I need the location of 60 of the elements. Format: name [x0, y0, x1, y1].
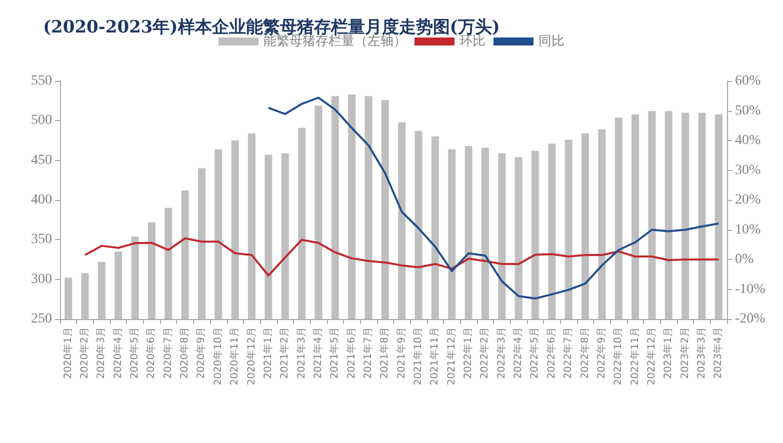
x-tick-label: 2021年1月 — [262, 327, 274, 379]
x-tick-label: 2022年9月 — [595, 327, 608, 379]
x-tick-label: 2022年10月 — [612, 327, 624, 386]
line-series — [84, 237, 720, 277]
y-tick-label: 400 — [31, 192, 52, 208]
x-tick-label: 2023年2月 — [678, 327, 691, 379]
y2-tick-label: 40% — [735, 133, 761, 148]
y-tick-label: 500 — [31, 113, 52, 128]
legend-label: 同比 — [538, 34, 564, 49]
y2-tick-label: 30% — [735, 162, 761, 178]
x-tick-label: 2022年6月 — [545, 327, 558, 379]
y-tick-label: 350 — [31, 232, 52, 248]
x-tick-label: 2021年11月 — [428, 327, 441, 386]
x-tick-label: 2021年10月 — [412, 327, 424, 386]
x-tick-label: 2020年9月 — [195, 327, 208, 379]
x-tick-label: 2021年4月 — [312, 327, 324, 379]
y2-tick-label: 20% — [735, 192, 761, 208]
x-tick-label: 2021年5月 — [328, 327, 341, 379]
x-tick-label: 2021年2月 — [278, 327, 291, 379]
x-tick-label: 2021年12月 — [445, 327, 458, 386]
y-tick-label: 550 — [31, 74, 52, 88]
x-tick-label: 2022年1月 — [462, 327, 474, 379]
x-tick-label: 2020年7月 — [162, 327, 174, 379]
x-tick-label: 2022年4月 — [512, 327, 524, 379]
x-tick-label: 2022年8月 — [578, 327, 591, 379]
y2-tick-label: 10% — [735, 222, 761, 238]
y2-tick-label: -10% — [735, 282, 766, 297]
x-tick-label: 2020年4月 — [112, 327, 124, 379]
x-tick-label: 2020年6月 — [145, 327, 158, 379]
x-tick-label: 2020年3月 — [95, 327, 108, 379]
y2-tick-label: 50% — [735, 103, 761, 118]
legend-label: 环比 — [460, 34, 486, 49]
x-tick-label: 2020年11月 — [228, 327, 241, 386]
y-tick-label: 300 — [31, 272, 52, 287]
x-tick-label: 2020年10月 — [212, 327, 224, 386]
x-tick-label: 2022年3月 — [495, 327, 508, 379]
y-tick-label: 250 — [31, 312, 52, 326]
x-tick-label: 2022年2月 — [478, 327, 491, 379]
line-series — [267, 96, 720, 300]
x-tick-label: 2022年11月 — [628, 327, 641, 386]
y2-tick-label: 60% — [735, 74, 761, 88]
x-tick-label: 2020年8月 — [178, 327, 191, 379]
x-tick-label: 2023年4月 — [712, 327, 724, 379]
x-tick-label: 2020年5月 — [128, 327, 141, 379]
x-tick-label: 2022年12月 — [645, 327, 658, 386]
y2-tick-label: 0% — [735, 252, 754, 267]
x-tick-label: 2020年12月 — [245, 327, 258, 386]
x-tick-label: 2020年1月 — [62, 327, 74, 379]
x-tick-label: 2021年9月 — [395, 327, 408, 379]
x-tick-label: 2023年3月 — [695, 327, 708, 379]
x-tick-label: 2021年8月 — [378, 327, 391, 379]
x-tick-label: 2023年1月 — [662, 327, 674, 379]
x-tick-label: 2021年3月 — [295, 327, 308, 379]
x-tick-label: 2022年7月 — [562, 327, 574, 379]
x-tick-label: 2021年6月 — [345, 327, 358, 379]
x-tick-label: 2022年5月 — [528, 327, 541, 379]
x-tick-label: 2020年2月 — [78, 327, 91, 379]
y-tick-label: 450 — [31, 152, 52, 168]
y2-tick-label: -20% — [735, 312, 766, 326]
x-tick-label: 2021年7月 — [362, 327, 374, 379]
